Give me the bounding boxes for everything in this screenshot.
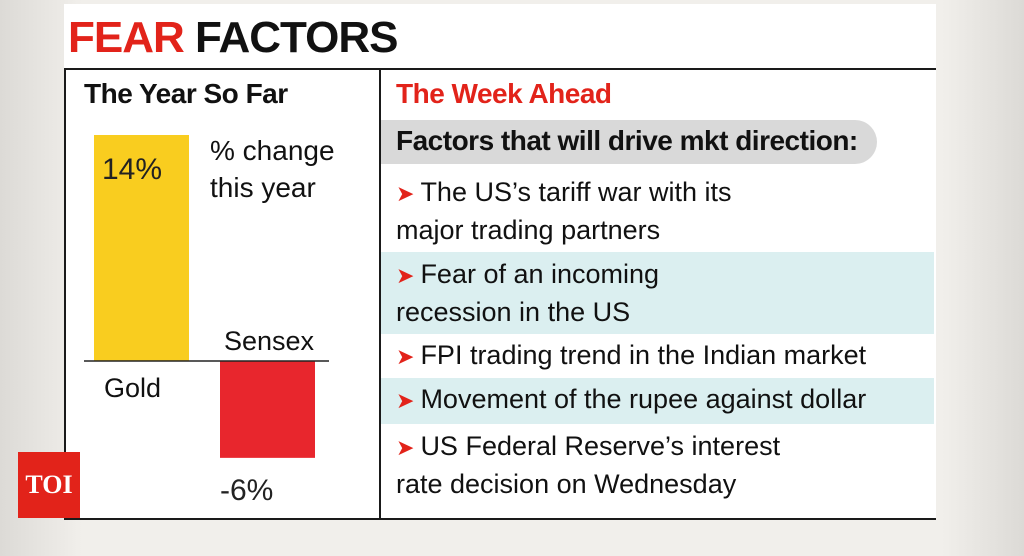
bar-gold [94, 135, 189, 361]
factor-text: ➤ The US’s tariff war with its major tradi… [396, 174, 732, 249]
left-panel-header: The Year So Far [84, 78, 288, 109]
category-label-sensex: Sensex [224, 326, 315, 356]
factor-line-1: FPI trading trend in the Indian market [420, 340, 867, 370]
factor-item: ➤ FPI trading trend in the Indian market [381, 334, 934, 378]
top-rule [64, 68, 936, 70]
category-label-gold: Gold [104, 373, 161, 403]
value-label-gold: 14% [102, 153, 162, 186]
infographic-card: FEAR FACTORS The Year So Far The Week Ah… [64, 4, 936, 520]
factor-item: ➤ The US’s tariff war with its major tradi… [381, 170, 934, 252]
factor-line-1: Fear of an incoming [420, 259, 660, 289]
chart-note-line-1: % change [210, 135, 335, 166]
value-label-sensex: -6% [220, 474, 273, 507]
factor-text: ➤ FPI trading trend in the Indian market [396, 337, 866, 375]
factors-header: Factors that will drive mkt direction: [396, 125, 858, 156]
arrow-bullet-icon: ➤ [396, 388, 415, 413]
chart-note-line-2: this year [210, 172, 316, 203]
factor-line-2: major trading partners [396, 215, 661, 245]
factor-line-2: recession in the US [396, 297, 631, 327]
factor-line-1: US Federal Reserve’s interest [420, 431, 781, 461]
arrow-bullet-icon: ➤ [396, 344, 415, 369]
title-part-black: FACTORS [195, 13, 398, 62]
factors-header-pill [381, 120, 877, 164]
ytd-bar-chart: 14% -6% Gold Sensex % change this year [84, 135, 335, 507]
factor-item: ➤ Fear of an incoming recession in the US [381, 252, 934, 334]
arrow-bullet-icon: ➤ [396, 435, 415, 460]
factor-item: ➤ Movement of the rupee against dollar [381, 378, 934, 424]
title-part-red: FEAR [68, 13, 185, 62]
arrow-bullet-icon: ➤ [396, 263, 415, 288]
arrow-bullet-icon: ➤ [396, 181, 415, 206]
bottom-rule [64, 518, 936, 520]
right-panel-header: The Week Ahead [396, 78, 612, 109]
factor-text: ➤ US Federal Reserve’s interest rate decis… [396, 428, 780, 503]
factor-line-1: The US’s tariff war with its [420, 177, 732, 207]
page-title: FEAR FACTORS [68, 12, 398, 64]
left-rule [64, 68, 66, 520]
factor-text: ➤ Movement of the rupee against dollar [396, 381, 866, 419]
column-divider [379, 68, 381, 520]
factor-line-1: Movement of the rupee against dollar [420, 384, 867, 414]
bar-sensex [220, 361, 315, 458]
toi-logo: TOI [18, 452, 80, 518]
factor-line-2: rate decision on Wednesday [396, 469, 737, 499]
factor-item: ➤ US Federal Reserve’s interest rate decis… [381, 424, 934, 516]
factor-text: ➤ Fear of an incoming recession in the US [396, 256, 659, 331]
